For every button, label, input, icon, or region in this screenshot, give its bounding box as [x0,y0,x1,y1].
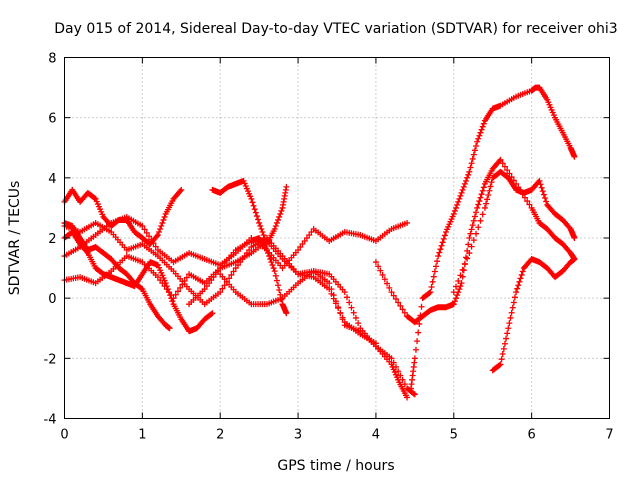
series-sat-j [372,156,578,326]
x-axis-label: GPS time / hours [277,458,394,474]
series-sat-f [61,219,411,401]
data-point-markers [372,156,578,326]
y-tick-label: -2 [44,352,57,367]
data-point-markers [217,268,418,398]
x-tick-label: 7 [605,428,613,443]
series-sat-g [209,177,290,248]
x-tick-label: 0 [60,428,68,443]
y-tick-label: 8 [48,52,56,67]
data-point-markers [489,256,578,374]
x-tick-label: 3 [294,428,302,443]
series-sat-l [450,168,578,296]
x-tick-label: 4 [372,428,380,443]
grid-lines [64,57,610,419]
y-tick-label: 0 [48,292,56,307]
y-tick-label: 6 [48,112,56,127]
y-tick-label: 2 [48,232,56,247]
series-sat-m [489,256,578,374]
y-tick-label: -4 [44,413,57,428]
y-axis-label: SDTVAR / TECUs [7,181,23,296]
data-point-markers [450,168,578,296]
x-tick-label: 5 [450,428,458,443]
x-tick-label: 6 [528,428,536,443]
series-sat-h [186,235,290,317]
axis-ticks: 0 1 2 3 4 5 6 7 -4 -2 0 2 4 6 8 [44,52,614,443]
y-tick-label: 4 [48,172,56,187]
series-sat-k [407,84,578,392]
data-point-markers [209,177,290,248]
chart-title: Day 015 of 2014, Sidereal Day-to-day VTE… [54,21,617,37]
data-point-markers [61,219,411,401]
series-sat-i [217,268,418,398]
data-points [61,84,578,401]
x-tick-label: 1 [138,428,146,443]
data-point-markers [186,235,290,317]
data-point-markers [407,84,578,392]
x-tick-label: 2 [216,428,224,443]
